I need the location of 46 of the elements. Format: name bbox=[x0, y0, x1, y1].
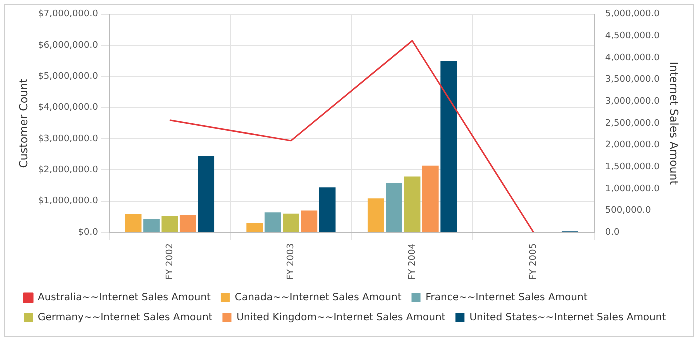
y-tick-label: $2,000,000.0 bbox=[38, 166, 99, 176]
bar bbox=[162, 216, 178, 232]
y2-tick-label: 3,000,000.0 bbox=[605, 97, 660, 108]
legend-label: United Kingdom~~Internet Sales Amount bbox=[236, 312, 446, 324]
y2-tick-label: 2,000,000.0 bbox=[605, 140, 660, 151]
y2-tick-label: 3,500,000.0 bbox=[605, 75, 660, 86]
y-axis-title: Customer Count bbox=[17, 78, 30, 168]
bar bbox=[180, 215, 196, 232]
bar bbox=[144, 219, 160, 232]
bar bbox=[283, 214, 300, 232]
y2-tick-label: 1,500,000.0 bbox=[605, 162, 660, 172]
x-tick-label: FY 2003 bbox=[286, 244, 297, 280]
y2-tick-label: 1,000,000.0 bbox=[605, 184, 660, 194]
y-tick-label: $1,000,000.0 bbox=[38, 196, 99, 207]
bar bbox=[198, 156, 215, 232]
legend-label: France~~Internet Sales Amount bbox=[426, 292, 588, 304]
bar bbox=[404, 176, 421, 232]
y-tick-label: $7,000,000.0 bbox=[38, 10, 99, 20]
bar bbox=[301, 210, 318, 232]
y2-tick-label: 5,000,000.0 bbox=[605, 10, 660, 20]
y-tick-label: $0.0 bbox=[78, 228, 99, 238]
y-tick-label: $6,000,000.0 bbox=[38, 40, 99, 51]
bar bbox=[246, 223, 264, 232]
bar bbox=[319, 188, 336, 232]
y2-tick-label: 500,000.0 bbox=[605, 206, 652, 216]
x-tick-label: FY 2002 bbox=[165, 244, 176, 280]
x-tick-label: FY 2005 bbox=[529, 244, 540, 280]
y2-tick-label: 4,500,000.0 bbox=[605, 32, 660, 42]
y2-axis-title: Internet Sales Amount bbox=[668, 62, 681, 186]
legend-label: Australia~~Internet Sales Amount bbox=[38, 292, 212, 304]
bar bbox=[368, 198, 384, 232]
bar bbox=[440, 61, 458, 232]
x-tick-label: FY 2004 bbox=[408, 243, 418, 280]
y2-tick-label: 0.0 bbox=[605, 228, 620, 238]
y-tick-label: $4,000,000.0 bbox=[38, 103, 99, 114]
legend-label: United States~~Internet Sales Amount bbox=[470, 312, 666, 324]
bar bbox=[125, 214, 142, 232]
y2-tick-label: 4,000,000.0 bbox=[605, 53, 660, 64]
bar bbox=[264, 212, 282, 232]
y2-tick-label: 2,500,000.0 bbox=[605, 118, 660, 129]
legend-label: Canada~~Internet Sales Amount bbox=[234, 292, 402, 304]
legend-label: Germany~~Internet Sales Amount bbox=[38, 312, 213, 324]
y-tick-label: $3,000,000.0 bbox=[38, 134, 99, 144]
y-tick-label: $5,000,000.0 bbox=[38, 72, 99, 82]
bar bbox=[422, 166, 439, 232]
bar bbox=[386, 183, 402, 232]
